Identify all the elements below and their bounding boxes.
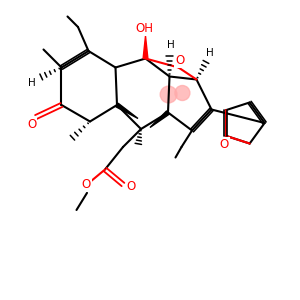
Text: O: O [82,178,91,191]
Circle shape [160,86,177,103]
Text: O: O [27,118,36,131]
Polygon shape [150,111,169,128]
Polygon shape [116,103,138,118]
Text: H: H [206,47,214,58]
Text: O: O [176,54,184,68]
Text: O: O [127,180,136,194]
Circle shape [175,85,190,100]
Text: OH: OH [135,22,153,35]
Text: H: H [28,77,35,88]
Text: O: O [219,138,229,151]
Text: H: H [167,40,175,50]
Polygon shape [143,36,148,58]
